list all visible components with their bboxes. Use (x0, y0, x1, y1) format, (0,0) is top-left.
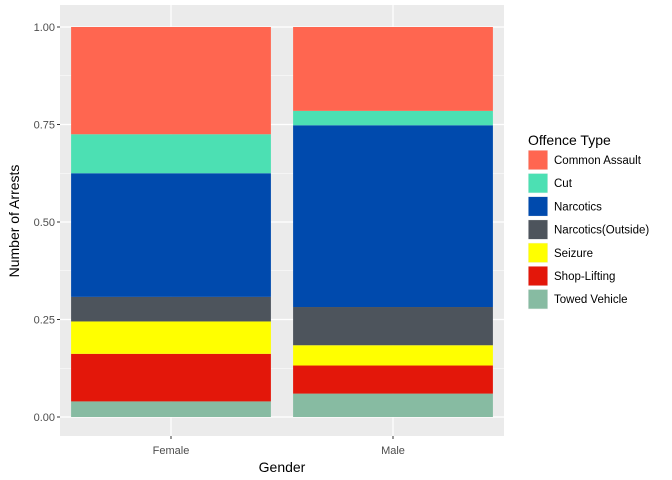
legend-label: Narcotics(Outside) (554, 225, 649, 237)
legend-swatch (528, 220, 548, 240)
bar-segment (293, 345, 493, 366)
legend-swatch (528, 150, 548, 170)
bar-segment (293, 125, 493, 308)
bar-segment (71, 27, 271, 135)
y-tick-label: 0.75 (34, 120, 55, 132)
y-tick-label: 0.25 (34, 315, 55, 327)
legend-swatch (528, 243, 548, 263)
legend-label: Shop-Lifting (554, 271, 615, 283)
bar-segment (71, 321, 271, 354)
bar-segment (71, 173, 271, 297)
legend-swatch (528, 173, 548, 193)
y-tick-label: 0.50 (34, 217, 55, 229)
bar-segment (71, 401, 271, 417)
legend-label: Towed Vehicle (554, 294, 628, 306)
bars (71, 27, 493, 417)
bar-segment (71, 353, 271, 402)
legend-title: Offence Type (528, 132, 611, 148)
legend-swatch (528, 289, 548, 309)
x-axis-ticks: Female Male (153, 436, 405, 457)
bar-segment (293, 393, 493, 417)
legend-label: Common Assault (554, 155, 642, 167)
legend-label: Narcotics (554, 201, 602, 213)
y-axis-ticks: 0.00 0.25 0.50 0.75 1.00 (34, 22, 60, 424)
bar-segment (71, 296, 271, 322)
y-axis-title: Number of Arrests (6, 165, 22, 278)
x-tick-label: Male (381, 445, 405, 457)
bar-segment (293, 110, 493, 126)
bar-segment (71, 134, 271, 174)
legend-swatch (528, 196, 548, 216)
y-tick-label: 1.00 (34, 22, 55, 34)
bar-segment (293, 307, 493, 346)
x-tick-label: Female (153, 445, 190, 457)
legend-swatch (528, 266, 548, 286)
legend-label: Cut (554, 178, 573, 190)
y-tick-label: 0.00 (34, 412, 55, 424)
legend: Offence Type Common Assault Cut Narcotics N… (528, 132, 649, 310)
x-axis-title: Gender (259, 459, 306, 475)
bar-segment (293, 365, 493, 394)
legend-label: Seizure (554, 248, 593, 260)
bar-segment (293, 27, 493, 111)
